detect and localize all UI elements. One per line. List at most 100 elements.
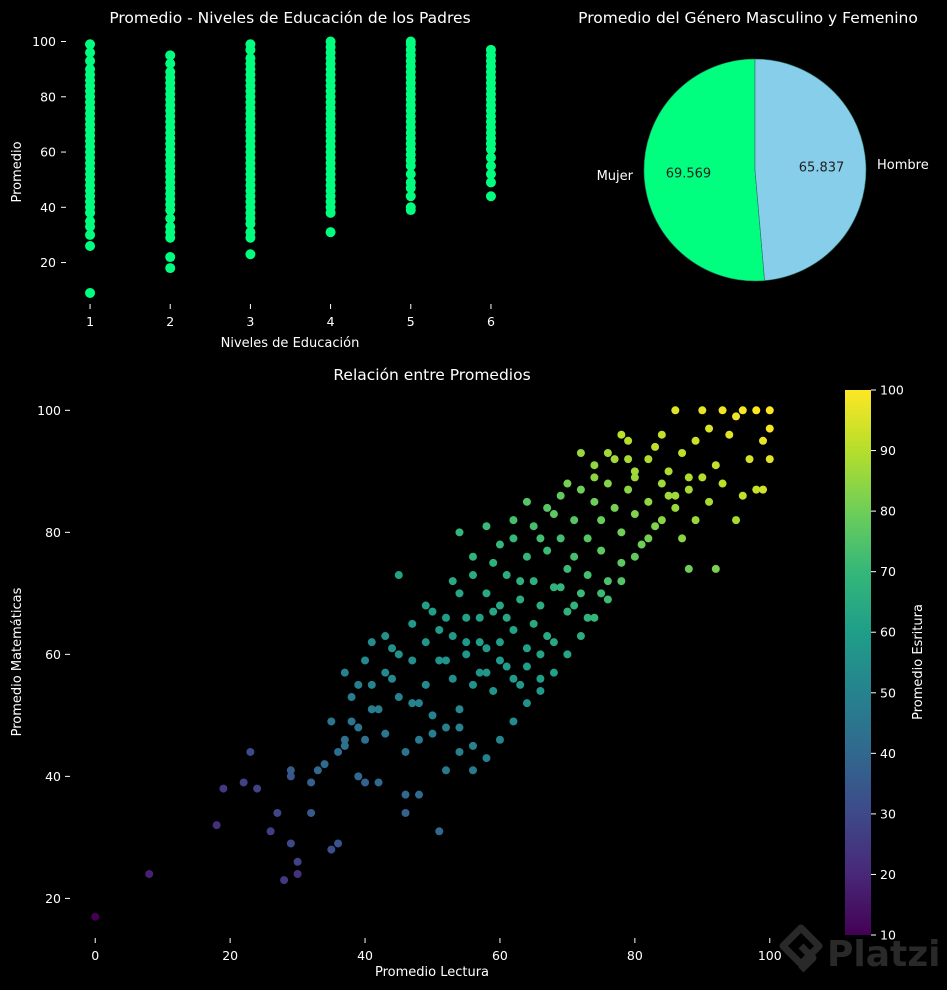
data-point — [684, 485, 693, 494]
data-point — [367, 638, 376, 647]
data-point — [165, 58, 176, 69]
data-point — [563, 564, 572, 573]
x-tick-label: 3 — [246, 314, 254, 329]
data-point — [556, 491, 565, 500]
data-point — [347, 693, 356, 702]
data-point — [441, 656, 450, 665]
data-point — [563, 650, 572, 659]
data-point — [435, 656, 444, 665]
data-point — [408, 619, 417, 628]
y-tick-label: 80 — [45, 525, 61, 540]
data-point — [165, 50, 176, 61]
data-point — [617, 430, 626, 439]
data-point — [509, 534, 518, 543]
data-point — [617, 558, 626, 567]
education-x-ticks: 1 2 3 4 5 6 — [86, 304, 495, 329]
y-tick-label: 20 — [45, 891, 61, 906]
y-tick-label: 60 — [45, 647, 61, 662]
data-point — [502, 571, 511, 580]
data-point — [85, 229, 96, 240]
colorbar-tick-label: 70 — [880, 564, 896, 579]
data-point — [691, 436, 700, 445]
data-point — [455, 589, 464, 598]
data-point — [489, 686, 498, 695]
data-point — [536, 534, 545, 543]
data-point — [556, 534, 565, 543]
y-tick-label: 100 — [32, 34, 56, 49]
data-point — [576, 632, 585, 641]
colorbar-ticks: 10 20 30 40 50 60 70 80 90 100 — [871, 383, 904, 943]
data-point — [340, 668, 349, 677]
data-point — [307, 778, 316, 787]
data-point — [725, 430, 734, 439]
education-chart-title: Promedio - Niveles de Educación de los P… — [109, 9, 470, 27]
data-point — [441, 613, 450, 622]
data-point — [732, 516, 741, 525]
colorbar-tick-label: 10 — [880, 928, 896, 943]
data-point — [354, 723, 363, 732]
data-point — [664, 491, 673, 500]
data-point — [543, 546, 552, 555]
data-point — [495, 601, 504, 610]
data-point — [482, 668, 491, 677]
relation-scatter-chart: Relación entre Promedios 0 20 40 60 80 100 20… — [10, 366, 782, 980]
data-point — [219, 784, 228, 793]
data-point — [745, 455, 754, 464]
data-point — [441, 723, 450, 732]
y-tick-label: 100 — [37, 403, 61, 418]
data-point — [448, 632, 457, 641]
data-point — [293, 869, 302, 878]
data-point — [85, 240, 96, 251]
data-point — [522, 644, 531, 653]
data-point — [85, 64, 96, 75]
data-point — [590, 613, 599, 622]
data-point — [245, 53, 256, 64]
data-point — [408, 656, 417, 665]
data-point — [603, 449, 612, 458]
data-point — [711, 461, 720, 470]
data-point — [570, 552, 579, 561]
data-point — [455, 747, 464, 756]
data-point — [590, 461, 599, 470]
data-point — [421, 680, 430, 689]
data-point — [361, 735, 370, 744]
data-point — [401, 747, 410, 756]
x-tick-label: 60 — [492, 948, 508, 963]
data-point — [603, 577, 612, 586]
gender-pie-chart: Promedio del Género Masculino y Femenino… — [578, 9, 929, 282]
education-y-ticks: 20 40 60 80 100 — [32, 34, 66, 270]
data-point — [435, 827, 444, 836]
colorbar-tick-label: 20 — [880, 867, 896, 882]
data-point — [678, 534, 687, 543]
data-point — [705, 497, 714, 506]
data-point — [468, 741, 477, 750]
data-point — [752, 485, 761, 494]
data-point — [485, 152, 496, 163]
data-point — [698, 473, 707, 482]
platzi-logo-text: Platzi — [827, 934, 939, 975]
data-point — [718, 479, 727, 488]
data-point — [563, 479, 572, 488]
colorbar-label: Promedio Esritura — [911, 604, 926, 720]
data-point — [603, 595, 612, 604]
data-point — [485, 191, 496, 202]
data-point — [549, 510, 558, 519]
x-tick-label: 100 — [758, 948, 782, 963]
data-point — [576, 449, 585, 458]
y-tick-label: 40 — [40, 200, 56, 215]
education-y-label: Promedio — [10, 141, 25, 202]
data-point — [691, 516, 700, 525]
data-point — [738, 491, 747, 500]
data-point — [475, 668, 484, 677]
data-point — [549, 638, 558, 647]
data-point — [624, 485, 633, 494]
data-point — [245, 227, 256, 238]
data-point — [759, 436, 768, 445]
y-tick-label: 60 — [40, 145, 56, 160]
x-tick-label: 5 — [407, 314, 415, 329]
data-point — [671, 406, 680, 415]
data-point — [509, 516, 518, 525]
data-point — [617, 528, 626, 537]
colorbar-tick-label: 80 — [880, 504, 896, 519]
